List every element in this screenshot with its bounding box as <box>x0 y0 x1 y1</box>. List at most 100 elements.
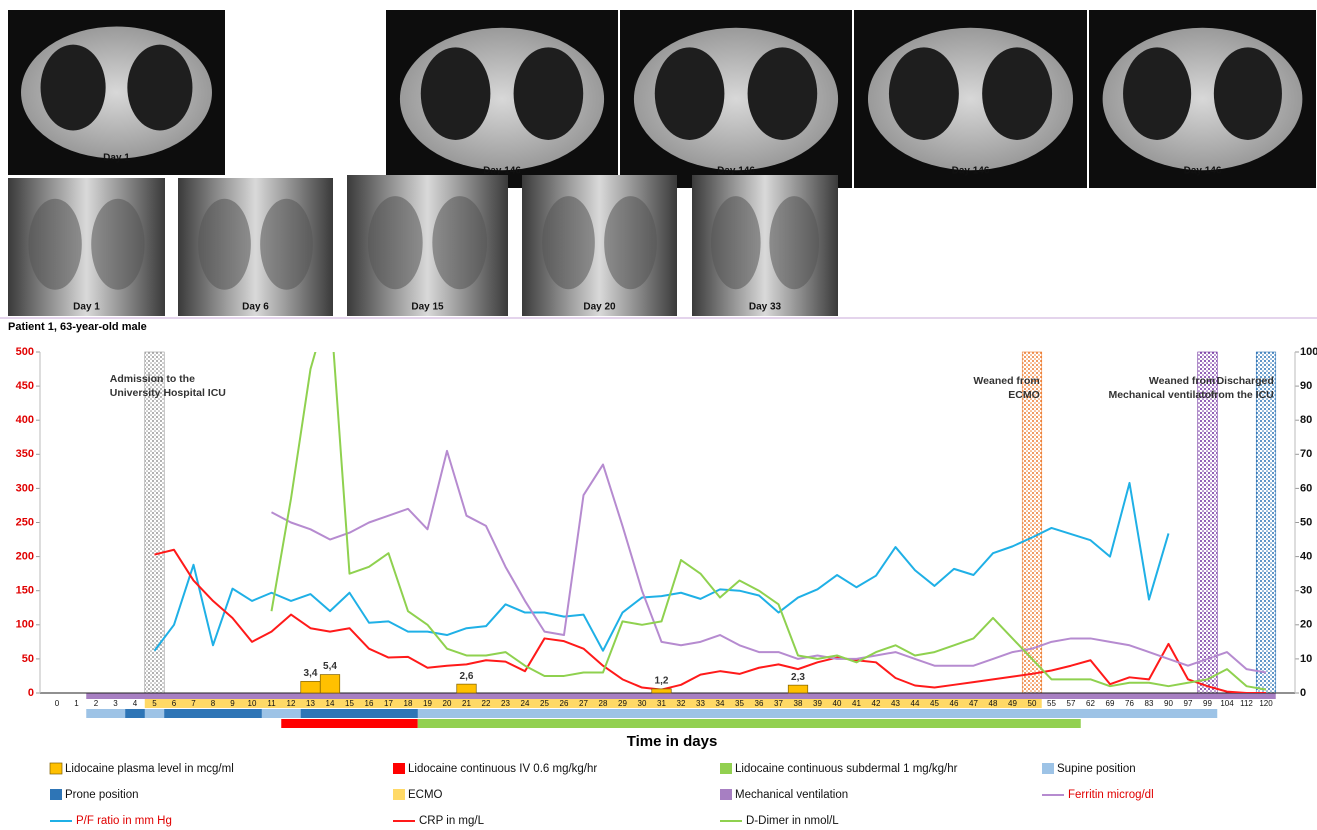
bar <box>320 675 340 693</box>
x-tick-label: 46 <box>950 699 959 708</box>
x-tick-label: 104 <box>1220 699 1234 708</box>
y-tick-label: 150 <box>16 585 34 597</box>
series-line <box>272 451 1267 673</box>
ct-lung <box>1214 47 1282 140</box>
image-label: Day 20 <box>583 302 616 313</box>
y2-tick-label: 70 <box>1300 448 1312 460</box>
x-tick-label: 13 <box>306 699 315 708</box>
event-annotation: ECMO <box>1008 389 1040 401</box>
x-tick-label: 41 <box>852 699 861 708</box>
timeline-bar <box>86 693 1276 699</box>
ct-lung <box>41 45 106 131</box>
series-line <box>155 550 1267 693</box>
bar-value-label: 2,6 <box>460 671 474 682</box>
x-tick-label: 50 <box>1028 699 1037 708</box>
x-tick-label: 5 <box>152 699 157 708</box>
y-tick-label: 350 <box>16 448 34 460</box>
x-tick-label: 31 <box>657 699 666 708</box>
ct-lung <box>514 47 584 140</box>
y-tick-label: 100 <box>16 619 34 631</box>
image-label: Day 146 <box>1184 166 1222 177</box>
y-tick-label: 400 <box>16 414 34 426</box>
legend-swatch <box>50 789 62 800</box>
x-tick-label: 11 <box>267 699 276 708</box>
x-tick-label: 4 <box>133 699 138 708</box>
x-tick-label: 48 <box>989 699 998 708</box>
x-tick-label: 9 <box>230 699 235 708</box>
bar-value-label: 2,3 <box>791 672 805 683</box>
y2-tick-label: 60 <box>1300 482 1312 494</box>
x-tick-label: 49 <box>1008 699 1017 708</box>
legend-label: D-Dimer in nmol/L <box>746 815 839 827</box>
event-annotation: Mechanical ventilator <box>1108 389 1215 401</box>
x-tick-label: 112 <box>1240 699 1253 708</box>
y2-tick-label: 0 <box>1300 687 1306 699</box>
x-tick-label: 69 <box>1106 699 1115 708</box>
x-tick-label: 17 <box>384 699 393 708</box>
xray-lung <box>260 199 313 290</box>
y-tick-label: 0 <box>28 687 34 699</box>
x-tick-label: 26 <box>560 699 569 708</box>
y2-tick-label: 80 <box>1300 414 1312 426</box>
legend-label: P/F ratio in mm Hg <box>76 815 172 827</box>
x-tick-label: 120 <box>1259 699 1273 708</box>
legend-label: Ferritin microg/dl <box>1068 789 1154 801</box>
event-band <box>1256 352 1276 693</box>
legend-swatch <box>393 763 405 774</box>
legend-swatch <box>1042 763 1054 774</box>
legend-label: CRP in mg/L <box>419 815 485 827</box>
xray-lung <box>604 196 657 289</box>
x-tick-label: 8 <box>211 699 216 708</box>
bar-value-label: 1,2 <box>655 676 669 687</box>
y2-tick-label: 20 <box>1300 619 1312 631</box>
legend-label: Prone position <box>65 789 139 801</box>
x-tick-label: 90 <box>1164 699 1173 708</box>
image-label: Day 146 <box>717 166 755 177</box>
event-annotation: Weaned from <box>1149 375 1215 387</box>
ct-lung <box>127 45 192 131</box>
x-tick-label: 34 <box>716 699 725 708</box>
x-tick-label: 7 <box>191 699 196 708</box>
event-band <box>1022 352 1042 693</box>
image-label: Day 146 <box>952 166 990 177</box>
x-tick-label: 35 <box>735 699 744 708</box>
ct-lung <box>982 47 1052 140</box>
legend-swatch <box>720 789 732 800</box>
y-tick-label: 500 <box>16 346 34 358</box>
x-tick-label: 36 <box>755 699 764 708</box>
timeline-bar <box>281 719 418 728</box>
x-tick-label: 57 <box>1067 699 1076 708</box>
event-annotation: University Hospital ICU <box>110 387 226 399</box>
ct-lung <box>421 47 491 140</box>
x-tick-label: 19 <box>423 699 432 708</box>
x-tick-label: 15 <box>345 699 354 708</box>
ct-lung <box>655 47 725 140</box>
plot-area <box>155 301 1267 693</box>
x-tick-label: 18 <box>404 699 413 708</box>
ct-image: Day 146 <box>854 10 1087 188</box>
legend-swatch <box>720 763 732 774</box>
x-tick-label: 33 <box>696 699 705 708</box>
bar <box>301 681 321 693</box>
legend-label: Supine position <box>1057 763 1136 775</box>
x-tick-label: 20 <box>443 699 452 708</box>
x-tick-label: 23 <box>501 699 510 708</box>
y-tick-label: 250 <box>16 516 34 528</box>
image-label: Day 15 <box>411 302 444 313</box>
y-tick-label: 450 <box>16 380 34 392</box>
bar-value-label: 3,4 <box>304 668 318 679</box>
x-tick-label: 29 <box>618 699 627 708</box>
image-label: Day 6 <box>242 302 269 313</box>
timeline-bar <box>125 709 145 718</box>
ct-image: Day 1 <box>8 10 225 175</box>
x-tick-label: 47 <box>969 699 978 708</box>
xray-lung <box>368 196 423 289</box>
legend-swatch <box>393 789 405 800</box>
x-tick-label: 10 <box>248 699 257 708</box>
xray-image: Day 33 <box>692 175 838 316</box>
x-tick-label: 28 <box>599 699 608 708</box>
ct-lung <box>1123 47 1191 140</box>
y2-tick-label: 40 <box>1300 551 1312 563</box>
timeline-bar <box>418 719 1081 728</box>
x-tick-label: 44 <box>911 699 920 708</box>
